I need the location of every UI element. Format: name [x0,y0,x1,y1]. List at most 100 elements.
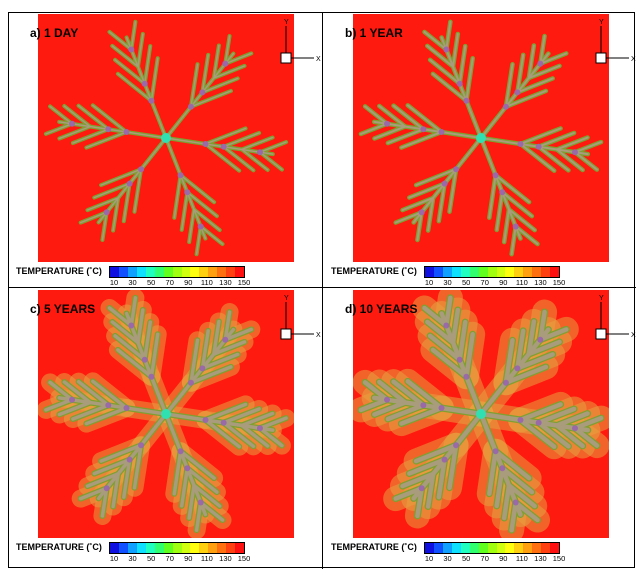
colorbar-segment [460,267,470,277]
branch-junction [177,172,184,179]
fracture-core [221,407,261,425]
fracture-core [478,411,591,433]
fracture-core [406,104,443,134]
branch-junction [103,209,110,216]
branch-junction [499,189,506,196]
fracture-core [500,466,535,495]
colorbar-segment [478,267,488,277]
fracture-core [518,417,557,449]
branch-junction [187,379,194,386]
fracture-core [539,52,568,65]
fracture-core [495,191,504,231]
fracture-core [85,131,128,149]
fracture-core [190,63,199,108]
origin-box [595,328,607,340]
branch-junction [256,149,263,156]
fracture-core [149,332,160,379]
fracture-core [165,137,274,155]
colorbar-segment [199,267,209,277]
branch-junction [197,223,204,230]
branch-junction [220,143,227,150]
fracture-core [415,168,458,187]
colorbar-tick-label: 10 [109,278,119,287]
fracture-core [399,405,444,426]
colorbar-segment [217,543,227,553]
panel-label: b) 1 YEAR [345,26,403,40]
fracture-core [458,45,467,85]
colorbar-segment [163,267,173,277]
fracture-core [480,137,589,156]
colorbar-tick-label: 70 [480,278,489,287]
fracture-core [538,327,569,342]
colorbar-segment [235,543,245,553]
fracture-core [48,380,74,402]
fracture-core [423,30,448,51]
fracture-core [537,145,570,172]
branch-junction [571,425,578,432]
fracture-core [113,334,147,362]
colorbar-segment [208,267,218,277]
fracture-core [407,457,447,476]
colorbar-segment [433,267,443,277]
colorbar-tick-label: 90 [184,554,193,563]
branch-junction [141,356,148,363]
fracture-core [122,457,132,499]
colorbar-tick-label: 130 [219,278,232,287]
fracture-core [112,197,119,232]
origin-box [280,328,292,340]
fracture-core [44,398,74,412]
branch-junction [202,140,209,147]
colorbar-segment [550,267,560,277]
fracture-core [422,305,449,328]
colorbar-tick-label: 30 [443,554,452,563]
fracture-core [503,208,510,244]
colorbar-segment [514,543,524,553]
injection-well [476,133,486,143]
fracture-core [413,442,459,464]
fracture-core [431,72,468,102]
branch-junction [420,402,427,409]
fracture-core [527,44,535,80]
fracture-core [93,182,131,199]
branch-junction [69,396,76,403]
x-axis-label: X [316,332,321,339]
fracture-core [573,141,603,154]
fracture-core [165,137,207,240]
fracture-core [436,457,447,500]
branch-junction [177,448,184,455]
fracture-core [359,122,389,135]
colorbar-segment [145,267,155,277]
fracture-core [457,319,468,362]
colorbar-segment [541,543,551,553]
branch-junction [418,485,425,492]
fracture-core [401,196,435,212]
colorbar-title: TEMPERATURE (˚C) [16,542,102,552]
fracture-core [509,500,518,533]
fracture-core [178,449,216,480]
branch-junction [502,379,509,386]
fracture-core [425,471,436,509]
fracture-core [480,137,522,240]
colorbar-segment [451,267,461,277]
y-axis-label: Y [599,19,604,26]
fracture-core [58,121,167,139]
fracture-core [450,307,461,345]
colorbar-tick-label: 70 [480,554,489,563]
colorbar-segment [190,543,200,553]
fracture-core [99,443,143,463]
colorbar [109,542,245,554]
fracture-core [164,327,236,416]
x-axis-label: X [631,332,636,339]
colorbar-tick-label: 90 [184,278,193,287]
fracture-core [63,105,91,128]
branch-junction [199,89,206,96]
injection-well [161,409,171,419]
colorbar-segment [136,267,146,277]
fracture-core [195,225,202,255]
fracture-core [516,77,554,94]
colorbar-segment [451,543,461,553]
x-axis-label: X [631,56,636,63]
